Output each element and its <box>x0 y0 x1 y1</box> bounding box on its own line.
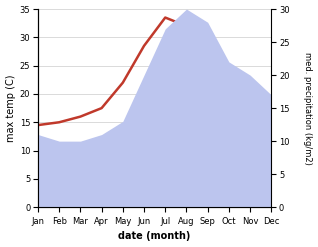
Y-axis label: max temp (C): max temp (C) <box>5 74 16 142</box>
X-axis label: date (month): date (month) <box>118 231 191 242</box>
Y-axis label: med. precipitation (kg/m2): med. precipitation (kg/m2) <box>303 52 313 165</box>
